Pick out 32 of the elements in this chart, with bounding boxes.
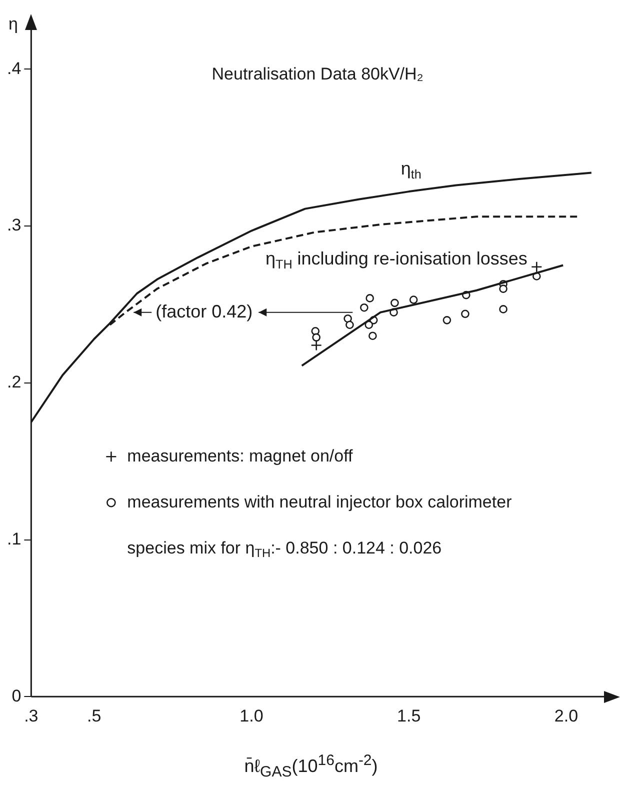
point <box>442 316 452 324</box>
y-tick-label: .2 <box>6 372 22 392</box>
legend-label: measurements: magnet on/off <box>127 446 353 466</box>
point <box>390 298 399 308</box>
point <box>360 303 368 312</box>
point <box>409 296 418 304</box>
point <box>499 305 508 314</box>
x-tick-label: 2.0 <box>554 706 578 726</box>
point <box>346 320 354 330</box>
point <box>461 310 470 318</box>
y-tick-label: 0 <box>12 686 22 706</box>
point <box>366 294 374 302</box>
point <box>344 314 352 323</box>
x-axis-title: n̄ℓ$_{GAS}$(10$^{16}$cm$^{-2}$) <box>243 752 379 781</box>
x-tick-label: 1.5 <box>397 706 421 726</box>
annotation: (factor 0.42) <box>156 301 253 322</box>
point <box>310 340 322 351</box>
point <box>499 284 508 293</box>
line-series <box>108 216 580 326</box>
y-tick-label: .4 <box>6 58 22 78</box>
legend-label: measurements with neutral injector box calorimeter <box>127 492 512 512</box>
point <box>364 320 374 330</box>
x-tick-label: .5 <box>87 706 102 726</box>
y-tick-label: .3 <box>6 216 22 235</box>
y-tick-label: .1 <box>6 529 22 548</box>
point <box>312 333 320 342</box>
x-tick-label: 1.0 <box>240 706 264 726</box>
point <box>530 261 542 272</box>
y-axis-title: η <box>8 14 18 34</box>
point <box>368 332 377 340</box>
x-tick-label: .3 <box>24 706 38 726</box>
text: Neutralisation Data 80kV/H₂ <box>212 64 424 84</box>
